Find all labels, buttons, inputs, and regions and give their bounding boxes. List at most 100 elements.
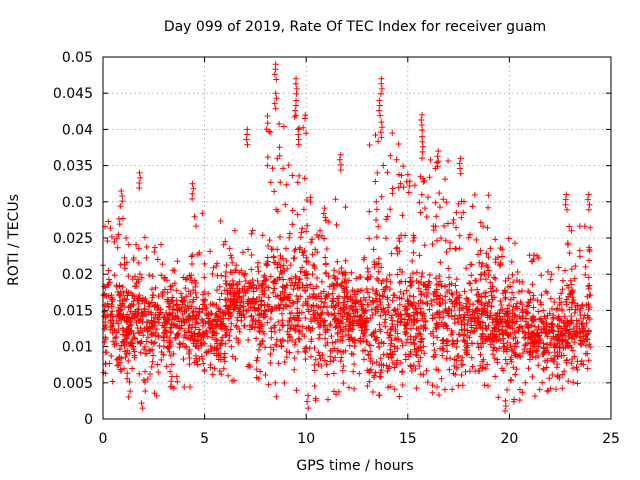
data-point xyxy=(280,262,287,269)
data-point xyxy=(367,342,374,349)
data-point xyxy=(375,268,382,275)
data-point xyxy=(372,310,379,317)
data-point xyxy=(212,323,219,330)
data-point xyxy=(553,306,560,313)
data-point xyxy=(277,295,284,302)
data-point xyxy=(138,274,145,281)
data-point xyxy=(265,294,272,301)
data-point xyxy=(264,113,271,120)
data-point xyxy=(513,300,520,307)
y-tick-label: 0.005 xyxy=(53,376,93,392)
data-point xyxy=(512,352,519,359)
data-point xyxy=(446,287,453,294)
data-point xyxy=(419,270,426,277)
data-point xyxy=(415,358,422,365)
data-point xyxy=(384,329,391,336)
data-point xyxy=(431,347,438,354)
data-point xyxy=(135,278,142,285)
data-point xyxy=(241,314,248,321)
data-point xyxy=(152,284,159,291)
data-point xyxy=(563,191,570,198)
data-point xyxy=(485,192,492,199)
data-point xyxy=(105,276,112,283)
data-point xyxy=(546,375,553,382)
data-point xyxy=(510,364,517,371)
data-point xyxy=(277,234,284,241)
data-point xyxy=(183,344,190,351)
data-point xyxy=(115,216,122,223)
data-point xyxy=(569,347,576,354)
data-point xyxy=(396,301,403,308)
data-point xyxy=(222,340,229,347)
data-point xyxy=(340,299,347,306)
data-point xyxy=(123,296,130,303)
data-point xyxy=(477,271,484,278)
data-point xyxy=(330,298,337,305)
data-point xyxy=(471,191,478,198)
data-point xyxy=(472,307,479,314)
data-point xyxy=(248,312,255,319)
data-point xyxy=(154,314,161,321)
data-point xyxy=(206,324,213,331)
data-point xyxy=(271,324,278,331)
data-point xyxy=(476,259,483,266)
data-point xyxy=(459,354,466,361)
data-point xyxy=(405,189,412,196)
data-point xyxy=(344,316,351,323)
data-point xyxy=(304,284,311,291)
data-point xyxy=(398,172,405,179)
data-point xyxy=(557,331,564,338)
data-point xyxy=(276,152,283,159)
data-point xyxy=(294,211,301,218)
data-point xyxy=(372,337,379,344)
data-point xyxy=(553,386,560,393)
data-point xyxy=(541,348,548,355)
data-point xyxy=(532,354,539,361)
data-point xyxy=(477,247,484,254)
data-point xyxy=(218,371,225,378)
x-axis-label: GPS time / hours xyxy=(296,458,413,474)
data-point xyxy=(585,283,592,290)
data-point xyxy=(439,345,446,352)
data-point xyxy=(220,354,227,361)
data-point xyxy=(445,158,452,165)
data-point xyxy=(163,277,170,284)
data-point xyxy=(141,378,148,385)
data-point xyxy=(369,389,376,396)
data-point xyxy=(363,318,370,325)
data-point xyxy=(173,287,180,294)
data-point xyxy=(180,356,187,363)
data-point xyxy=(109,298,116,305)
data-point xyxy=(418,347,425,354)
data-point xyxy=(209,321,216,328)
data-point xyxy=(466,300,473,307)
data-point xyxy=(123,328,130,335)
data-point xyxy=(569,365,576,372)
data-point xyxy=(583,301,590,308)
data-point xyxy=(166,304,173,311)
data-point xyxy=(510,398,517,405)
data-point xyxy=(308,318,315,325)
data-point xyxy=(120,290,127,297)
data-point xyxy=(396,279,403,286)
data-point xyxy=(518,287,525,294)
data-point xyxy=(531,393,538,400)
data-point xyxy=(395,184,402,191)
data-point xyxy=(163,363,170,370)
data-point xyxy=(293,75,300,82)
data-point xyxy=(157,241,164,248)
data-point xyxy=(216,368,223,375)
data-point xyxy=(373,288,380,295)
data-point xyxy=(333,302,340,309)
data-point xyxy=(135,245,142,252)
data-point xyxy=(189,298,196,305)
data-point xyxy=(516,278,523,285)
data-point xyxy=(522,334,529,341)
data-point xyxy=(408,367,415,374)
data-point xyxy=(297,268,304,275)
data-point xyxy=(137,174,144,181)
data-point xyxy=(257,340,264,347)
data-point xyxy=(416,362,423,369)
data-point xyxy=(287,302,294,309)
data-point xyxy=(398,278,405,285)
